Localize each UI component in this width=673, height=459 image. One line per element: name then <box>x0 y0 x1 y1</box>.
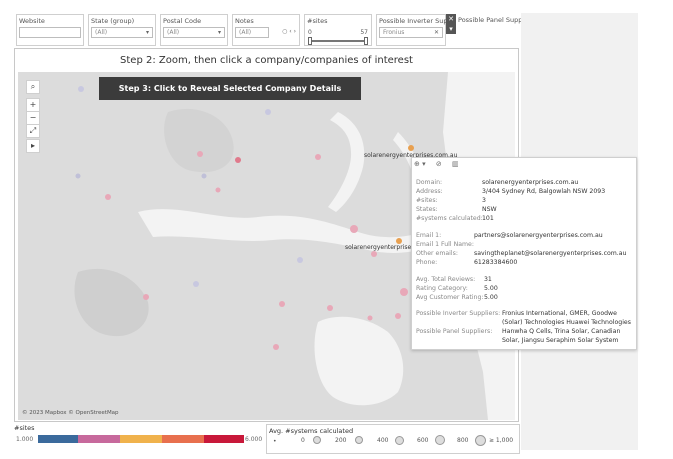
select-value: Fronius <box>383 29 405 36</box>
legend-item-label: 600 <box>417 437 429 444</box>
legend-circle <box>435 435 445 445</box>
slider-handle-max[interactable] <box>364 37 368 45</box>
select-value: (All) <box>167 29 180 36</box>
tooltip-row: Possible Inverter Suppliers: Fronius Inte… <box>416 310 617 317</box>
notes-select[interactable]: (All) <box>235 27 269 38</box>
sites-color-legend: #sites 1.000 6.000 <box>14 424 264 454</box>
tooltip-row: Other emails: savingtheplanet@solarenergy… <box>416 250 627 257</box>
legend-item-label: ≥ 1,000 <box>489 437 514 444</box>
tooltip-row: Email 1 Full Name: <box>416 241 474 248</box>
legend-item-label: 800 <box>457 437 469 444</box>
tooltip-row: Possible Panel Suppliers: Hanwha Q Cells,… <box>416 328 621 335</box>
legend-item-label: 400 <box>377 437 389 444</box>
filter-panel-toggle[interactable]: ✕ ▾ <box>446 14 456 34</box>
tooltip-row: Email 1: partners@solarenergyenterprises.… <box>416 232 603 239</box>
map-company-label[interactable]: solarenergyenterprise <box>345 244 412 251</box>
legend-item-label: 200 <box>335 437 347 444</box>
legend-swatch <box>120 435 162 443</box>
filter-state[interactable]: State (group) (All) ▾ <box>88 14 156 46</box>
legend-circle <box>395 436 404 445</box>
chevron-down-icon: ▾ <box>217 29 221 36</box>
legend-circle <box>313 436 321 444</box>
keep-only-icon[interactable]: ⊕ ▾ <box>414 160 426 168</box>
legend-title: #sites <box>14 424 35 432</box>
filter-label: Possible Inverter Sup... <box>379 17 454 25</box>
website-input[interactable] <box>19 27 81 38</box>
map-title: Step 2: Zoom, then click a company/compa… <box>120 55 413 66</box>
inverter-supplier-select[interactable]: Fronius ✕ <box>379 27 443 38</box>
company-tooltip: ⊕ ▾ ⊘ ▥ Domain: solarenergyenterprises.co… <box>411 157 637 350</box>
select-value: (All) <box>95 29 108 36</box>
map-company-label[interactable]: solarenergyenterprises.com.au <box>364 152 458 159</box>
reset-icon[interactable]: ⤢ <box>26 124 40 138</box>
filter-panel-supplier[interactable]: Possible Panel Suppli... <box>456 14 532 46</box>
sites-slider[interactable] <box>308 37 368 45</box>
view-data-icon[interactable]: ▥ <box>451 160 459 168</box>
search-icon[interactable]: ⌕ <box>26 80 40 94</box>
systems-size-legend: Avg. #systems calculated • 0 200 400 600… <box>266 424 520 454</box>
legend-swatch <box>162 435 204 443</box>
legend-swatch <box>38 435 78 443</box>
filter-label: Notes <box>235 17 254 25</box>
filter-notes[interactable]: Notes (All) ○ ‹ › <box>232 14 300 46</box>
sites-max: 57 <box>360 29 368 36</box>
postal-code-select[interactable]: (All) ▾ <box>163 27 225 38</box>
slider-handle-min[interactable] <box>308 37 312 45</box>
tooltip-row: #systems calculated:101 <box>416 215 494 222</box>
tooltip-row: Domain: solarenergyenterprises.com.au <box>416 179 579 186</box>
filter-label: Website <box>19 17 45 25</box>
filter-inverter-supplier[interactable]: Possible Inverter Sup... Fronius ✕ <box>376 14 454 46</box>
exclude-icon[interactable]: ⊘ <box>435 160 442 168</box>
map-copyright: © 2023 Mapbox © OpenStreetMap <box>22 410 119 416</box>
filter-website[interactable]: Website <box>16 14 84 46</box>
tooltip-row: Avg. Total Reviews: 31 <box>416 276 492 283</box>
tooltip-row: States: NSW <box>416 206 497 213</box>
tooltip-row: Avg Customer Rating:5.00 <box>416 294 498 301</box>
chevron-down-icon: ▾ <box>145 29 149 36</box>
legend-dot: • <box>273 438 277 445</box>
select-value: (All) <box>239 29 252 36</box>
step3-reveal-button[interactable]: Step 3: Click to Reveal Selected Company… <box>99 77 361 100</box>
zoom-out-icon[interactable]: − <box>26 111 40 125</box>
tooltip-row: #sites: 3 <box>416 197 486 204</box>
legend-circle <box>355 436 363 444</box>
play-icon[interactable]: ▸ <box>26 139 40 153</box>
legend-swatch <box>78 435 120 443</box>
zoom-in-icon[interactable]: + <box>26 98 40 112</box>
tooltip-row: Address: 3/404 Sydney Rd, Balgowlah NSW 2… <box>416 188 606 195</box>
state-select[interactable]: (All) ▾ <box>91 27 153 38</box>
legend-item-label: 0 <box>301 437 305 444</box>
filter-label: #sites <box>307 17 328 25</box>
filter-postal-code[interactable]: Postal Code (All) ▾ <box>160 14 228 46</box>
legend-circle <box>475 435 486 446</box>
tooltip-row: Rating Category: 5.00 <box>416 285 498 292</box>
tooltip-toolbar[interactable]: ⊕ ▾ ⊘ ▥ <box>414 160 467 171</box>
legend-max: 6.000 <box>245 436 263 443</box>
filter-label: Possible Panel Suppli... <box>458 16 533 24</box>
legend-swatch <box>204 435 244 443</box>
tooltip-row: Solar, Jiangsu Seraphim Solar System <box>502 337 619 344</box>
legend-title: Avg. #systems calculated <box>269 427 354 435</box>
notes-nav-icons[interactable]: ○ ‹ › <box>282 28 296 35</box>
sites-min: 0 <box>308 29 312 36</box>
filter-sites[interactable]: #sites 0 57 <box>304 14 372 46</box>
tooltip-row: (Solar) Technologies Huawei Technologies <box>502 319 631 326</box>
filter-label: Postal Code <box>163 17 202 25</box>
legend-min: 1.000 <box>16 436 34 443</box>
close-icon[interactable]: ✕ <box>433 29 439 36</box>
tooltip-row: Phone: 61283384600 <box>416 259 518 266</box>
filter-label: State (group) <box>91 17 135 25</box>
